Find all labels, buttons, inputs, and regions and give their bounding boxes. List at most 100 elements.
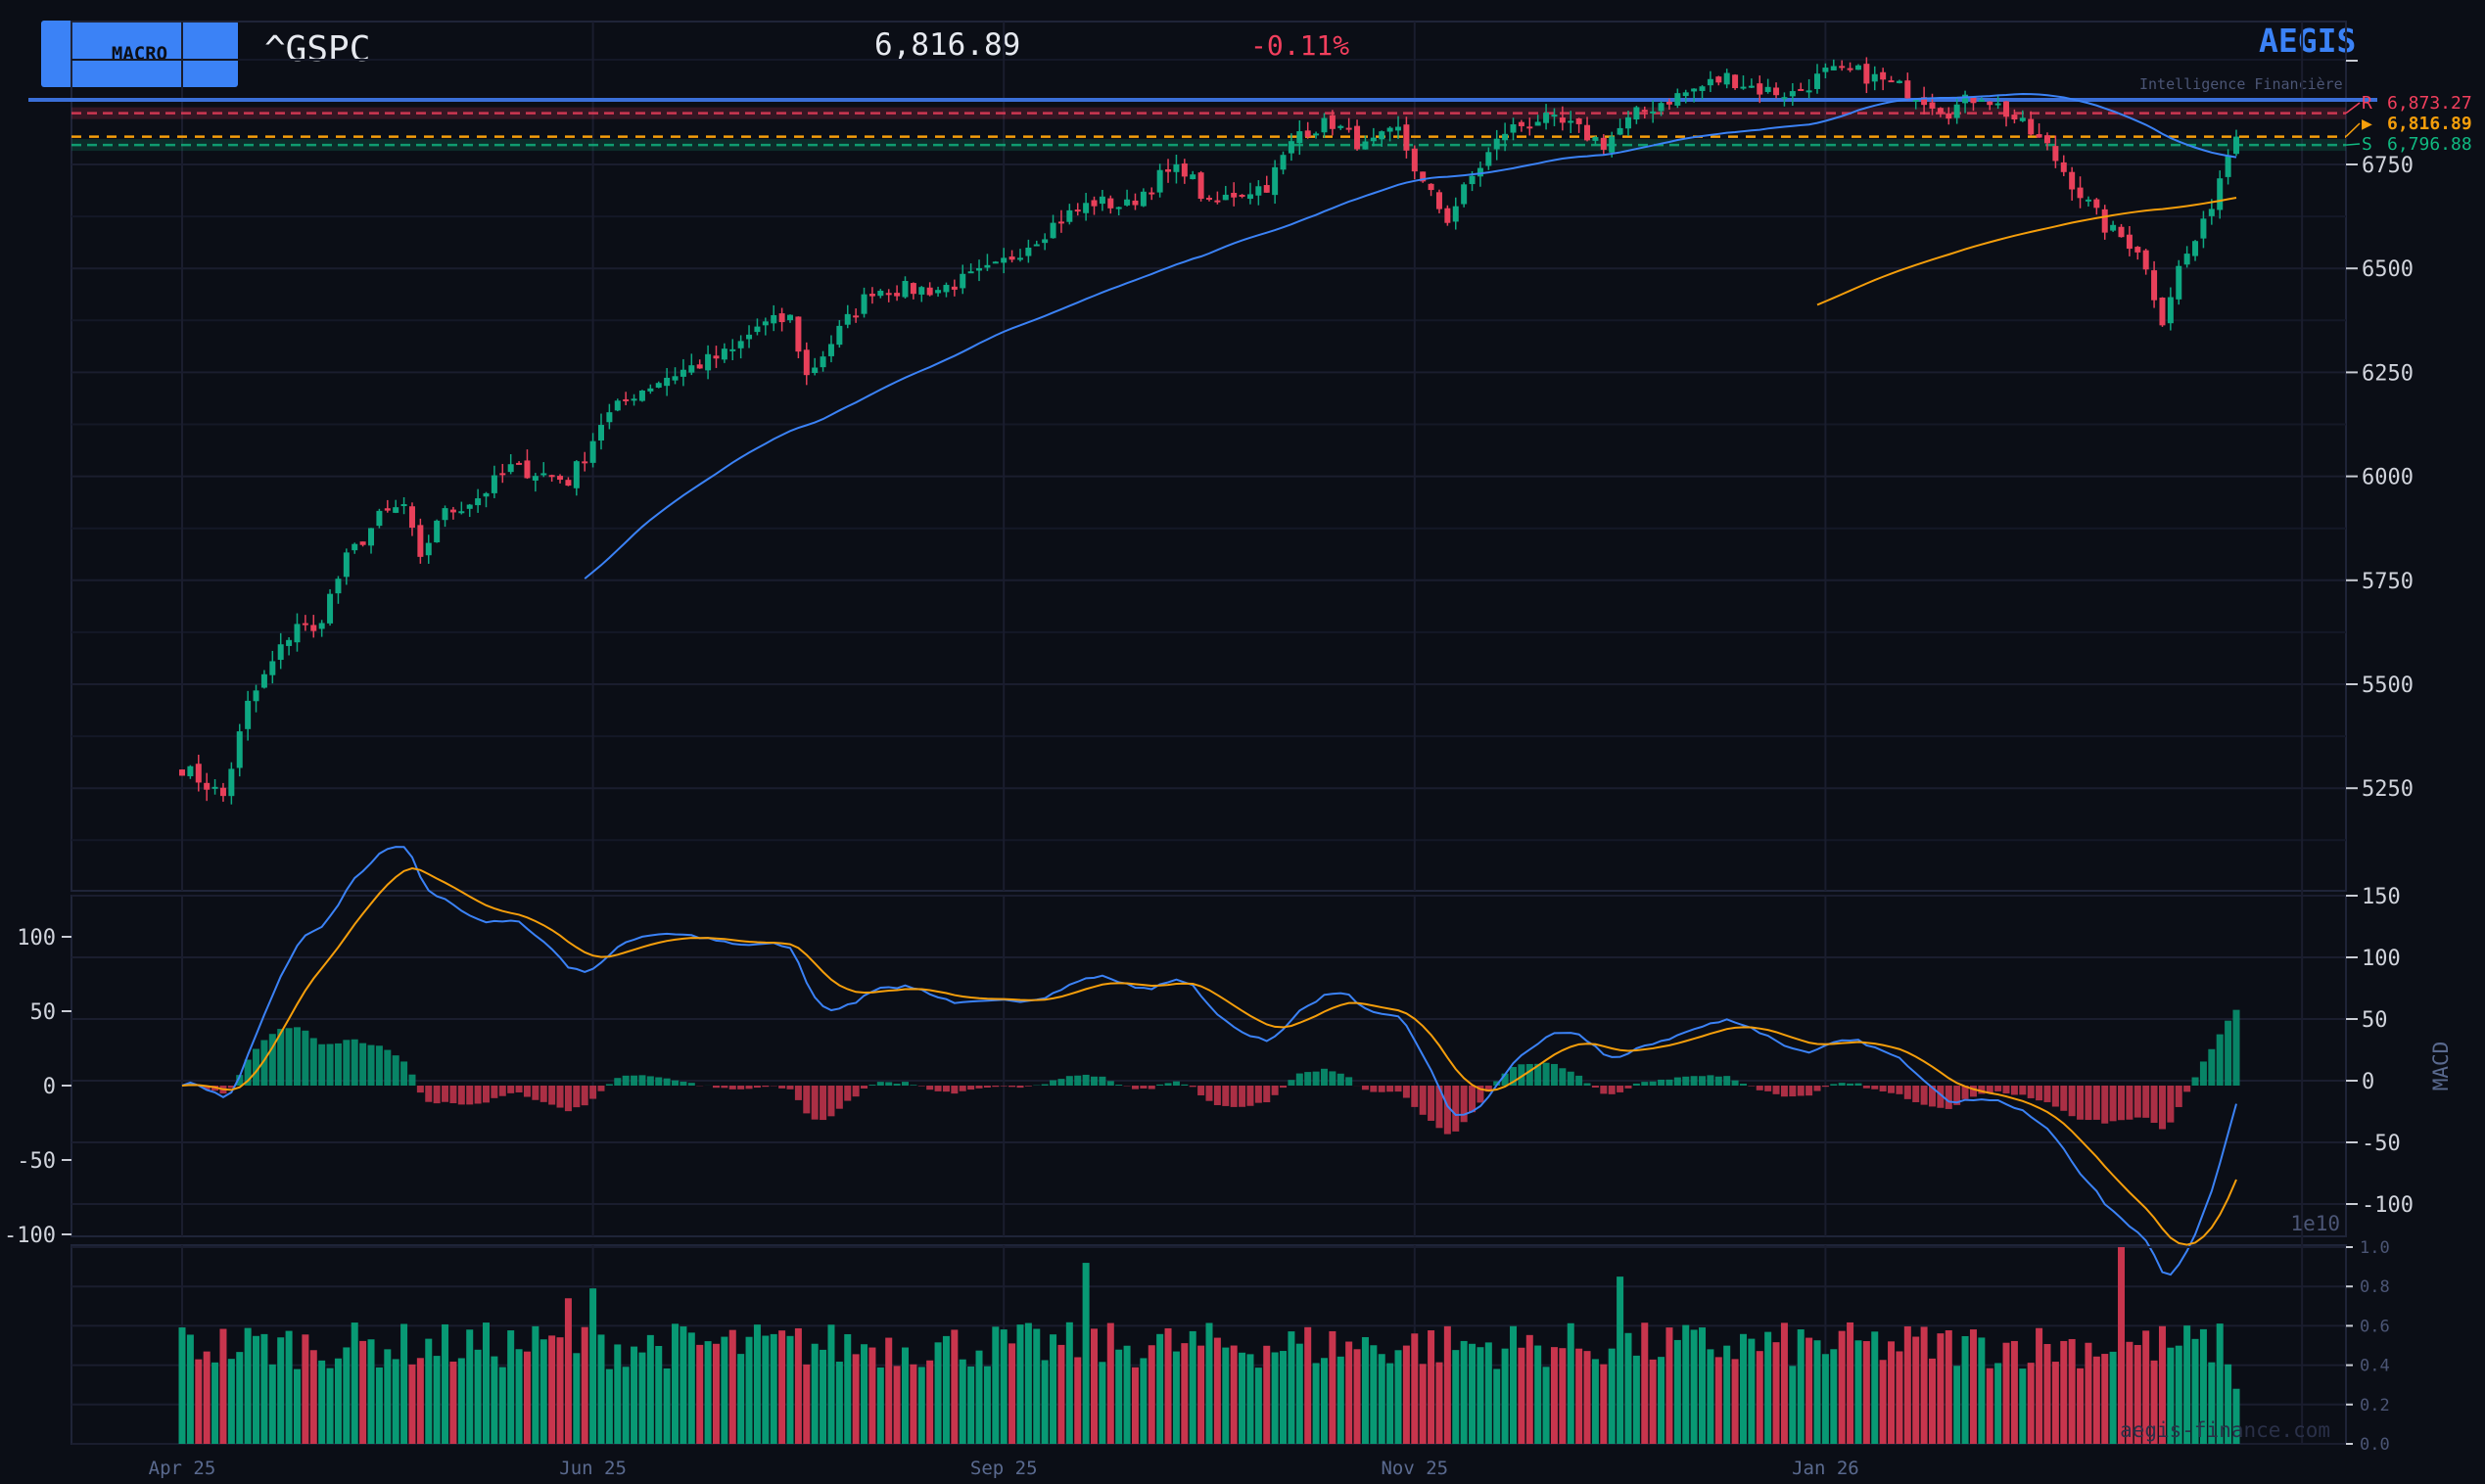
candle-body	[762, 321, 769, 326]
volume-bar	[1443, 1325, 1451, 1444]
candle-body	[2019, 117, 2026, 121]
candle-body	[376, 510, 383, 527]
macd-histogram-bar	[1254, 1086, 1262, 1103]
macd-histogram-bar	[1699, 1076, 1707, 1086]
candle-body	[1617, 127, 1623, 135]
candle-body	[2142, 250, 2149, 270]
volume-bar	[2068, 1338, 2076, 1444]
candle-body	[1682, 92, 1689, 97]
candle-body	[812, 367, 819, 373]
macd-histogram-bar	[1435, 1086, 1443, 1129]
volume-bar	[539, 1339, 547, 1444]
macd-histogram-bar	[507, 1086, 515, 1093]
macd-histogram-bar	[1912, 1086, 1920, 1102]
volume-bar	[803, 1364, 811, 1444]
macd-histogram-bar	[1617, 1086, 1624, 1092]
macd-histogram-bar	[655, 1077, 663, 1086]
volume-bar	[910, 1364, 917, 1444]
volume-bar	[1673, 1339, 1681, 1444]
candle-body	[1854, 65, 1861, 70]
volume-bar	[2010, 1340, 2018, 1444]
volume-bar	[1608, 1348, 1616, 1444]
volume-bar	[1320, 1358, 1328, 1444]
volume-bar	[1361, 1336, 1369, 1444]
macd-histogram-bar	[1411, 1086, 1419, 1107]
macd-histogram-bar	[753, 1086, 761, 1089]
volume-bar	[1813, 1340, 1821, 1444]
macd-histogram-bar	[491, 1086, 498, 1098]
candle-body	[1822, 68, 1829, 72]
candle-body	[1025, 247, 1032, 256]
volume-bar	[1888, 1341, 1896, 1444]
volume-bar	[425, 1338, 433, 1444]
macd-histogram-bar	[975, 1086, 983, 1089]
volume-bar	[1345, 1341, 1353, 1444]
volume-bar	[2225, 1364, 2232, 1444]
candle-body	[1970, 97, 1977, 104]
price-tick-label: 6750	[2362, 154, 2414, 178]
volume-bar	[1707, 1349, 1714, 1444]
macd-histogram-bar	[2085, 1086, 2092, 1121]
candle-body	[1543, 113, 1550, 123]
volume-bar	[967, 1366, 975, 1444]
macd-histogram-bar	[778, 1086, 786, 1089]
macd-histogram-bar	[1419, 1086, 1427, 1115]
volume-bar	[934, 1342, 942, 1444]
macd-histogram-bar	[893, 1084, 901, 1086]
volume-bar	[1024, 1322, 1032, 1444]
volume-bar	[1780, 1322, 1788, 1444]
brand-tagline: Intelligence Financière	[2139, 75, 2343, 93]
candle-body	[589, 441, 596, 463]
macd-histogram-bar	[1937, 1086, 1945, 1108]
macd-histogram-bar	[1213, 1086, 1221, 1105]
macd-right-tick-label: 0	[2362, 1070, 2374, 1094]
candle-body	[179, 769, 185, 776]
candle-body	[1066, 209, 1073, 222]
candle-body	[1978, 100, 1985, 103]
volume-bar	[367, 1339, 375, 1444]
macd-histogram-bar	[548, 1086, 556, 1105]
volume-bar	[203, 1351, 211, 1444]
volume-bar	[1246, 1354, 1254, 1444]
candle-body	[655, 383, 662, 388]
time-tick-label: Sep 25	[970, 1458, 1038, 1479]
candle-body	[1863, 64, 1870, 84]
volume-bar	[1830, 1349, 1838, 1444]
candle-body	[1871, 73, 1878, 82]
volume-bar	[498, 1367, 506, 1444]
candle-body	[2134, 247, 2141, 253]
macd-histogram-bar	[827, 1086, 835, 1117]
macd-histogram-bar	[466, 1086, 474, 1105]
macd-histogram-bar	[844, 1086, 852, 1101]
candle-body	[1526, 126, 1533, 129]
volume-bar	[449, 1361, 457, 1444]
macd-histogram-bar	[721, 1086, 728, 1089]
candle-body	[1165, 168, 1172, 172]
volume-bar	[1213, 1337, 1221, 1444]
volume-bar	[811, 1343, 819, 1444]
macd-histogram-bar	[564, 1086, 572, 1112]
volume-bar	[2085, 1342, 2092, 1444]
volume-bar	[1493, 1368, 1501, 1444]
volume-bar	[876, 1367, 884, 1444]
candle-body	[1173, 163, 1180, 172]
price-change: -0.11%	[1250, 29, 1350, 62]
volume-bar	[992, 1326, 1000, 1444]
candle-body	[1575, 117, 1582, 124]
macd-histogram-bar	[2036, 1086, 2043, 1101]
volume-bar	[820, 1349, 827, 1444]
candle-body	[228, 768, 235, 797]
candle-body	[1888, 80, 1895, 83]
volume-tick-label: 0.6	[2360, 1317, 2390, 1336]
volume-bar	[1501, 1348, 1509, 1444]
macd-histogram-bar	[1131, 1086, 1139, 1090]
candle-body	[2192, 241, 2199, 256]
candle-body	[606, 412, 613, 423]
macd-histogram-bar	[1024, 1086, 1032, 1087]
volume-bar	[622, 1367, 630, 1444]
volume-bar	[1847, 1322, 1854, 1444]
volume-bar	[1632, 1355, 1640, 1444]
macd-histogram-bar	[1739, 1084, 1747, 1086]
volume-bar	[1756, 1351, 1763, 1444]
